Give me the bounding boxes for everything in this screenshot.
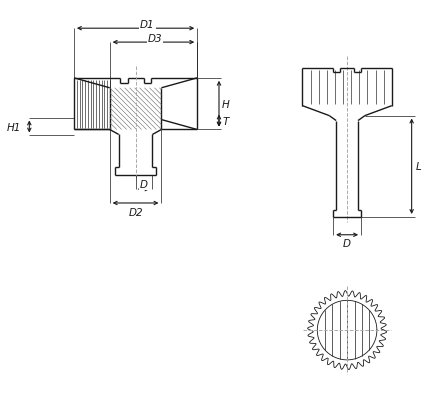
Text: H1: H1 xyxy=(7,122,21,132)
Text: L: L xyxy=(416,162,422,172)
Text: D3: D3 xyxy=(148,34,163,44)
Text: D2: D2 xyxy=(128,207,143,217)
Text: D1: D1 xyxy=(140,20,155,30)
Text: T: T xyxy=(223,116,229,126)
Text: D: D xyxy=(140,180,148,190)
Text: D: D xyxy=(343,238,351,248)
Text: H: H xyxy=(222,99,230,109)
